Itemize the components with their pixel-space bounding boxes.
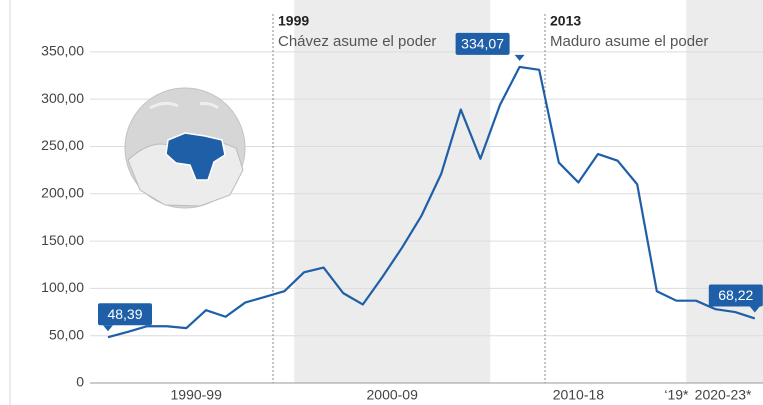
- value-label-pointer: [749, 306, 760, 313]
- period-label: 1990-99: [171, 387, 223, 403]
- period-label: 2020-23*: [695, 387, 752, 403]
- y-tick-label: 200,00: [41, 184, 84, 200]
- value-label-pointer: [103, 325, 113, 332]
- value-label-text: 334,07: [461, 36, 504, 52]
- value-label-box: [455, 32, 510, 55]
- y-tick-label: 150,00: [41, 232, 84, 248]
- period-shade: [686, 0, 763, 383]
- period-label: 2010-18: [553, 387, 605, 403]
- annotation-text: Chávez asume el poder: [278, 33, 436, 50]
- value-label: 334,07: [455, 32, 525, 61]
- annotation-year: 1999: [278, 13, 309, 29]
- y-tick-label: 0: [76, 374, 84, 390]
- y-tick-label: 100,00: [41, 279, 84, 295]
- y-tick-label: 50,00: [49, 326, 84, 342]
- value-label-text: 68,22: [718, 287, 753, 303]
- annotation-text: Maduro asume el poder: [550, 33, 708, 50]
- map-icon: [124, 87, 246, 209]
- period-shade: [294, 0, 491, 383]
- value-label-box: [708, 284, 763, 307]
- value-label: 48,39: [98, 303, 152, 332]
- period-label: ‘19*: [664, 387, 689, 403]
- value-label-text: 48,39: [107, 306, 142, 322]
- y-tick-label: 300,00: [41, 90, 84, 106]
- line: [107, 65, 756, 339]
- value-label: 68,22: [708, 284, 763, 313]
- value-label-box: [98, 303, 152, 326]
- y-tick-label: 350,00: [41, 43, 84, 59]
- value-label-pointer: [514, 54, 525, 61]
- annotation-year: 2013: [550, 13, 581, 29]
- period-label: 2000-09: [367, 387, 419, 403]
- y-tick-label: 250,00: [41, 137, 84, 153]
